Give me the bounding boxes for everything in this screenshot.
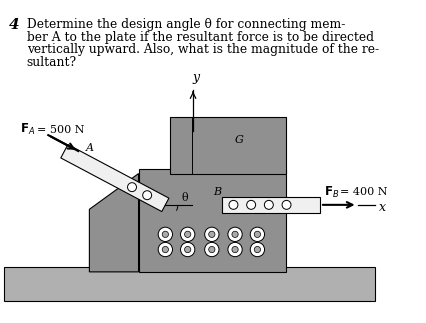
Circle shape xyxy=(208,246,214,253)
Circle shape xyxy=(231,246,238,253)
Text: 4: 4 xyxy=(9,18,20,32)
Text: sultant?: sultant? xyxy=(27,56,77,68)
Text: $\mathbf{F}_B$: $\mathbf{F}_B$ xyxy=(324,185,339,200)
Circle shape xyxy=(264,200,273,209)
Circle shape xyxy=(204,242,219,257)
Polygon shape xyxy=(221,197,319,213)
Text: = 400 N: = 400 N xyxy=(339,187,386,197)
Circle shape xyxy=(204,227,219,242)
Circle shape xyxy=(250,227,264,242)
Text: θ: θ xyxy=(181,193,188,203)
Bar xyxy=(138,169,285,272)
Text: A: A xyxy=(85,143,93,153)
Polygon shape xyxy=(89,173,138,272)
Bar xyxy=(170,117,285,173)
Text: Determine the design angle θ for connecting mem-: Determine the design angle θ for connect… xyxy=(27,18,344,31)
Text: y: y xyxy=(192,71,199,84)
Circle shape xyxy=(231,231,238,237)
Text: ber A to the plate if the resultant force is to be directed: ber A to the plate if the resultant forc… xyxy=(27,31,373,44)
Circle shape xyxy=(162,246,168,253)
Circle shape xyxy=(246,200,255,209)
Text: = 500 N: = 500 N xyxy=(37,125,84,135)
Circle shape xyxy=(180,227,194,242)
Circle shape xyxy=(180,242,194,257)
Polygon shape xyxy=(60,144,169,212)
Circle shape xyxy=(250,242,264,257)
Circle shape xyxy=(228,200,237,209)
Circle shape xyxy=(162,231,168,237)
Circle shape xyxy=(208,231,214,237)
Circle shape xyxy=(158,242,172,257)
Circle shape xyxy=(227,227,242,242)
Circle shape xyxy=(142,191,151,200)
Circle shape xyxy=(227,242,242,257)
Circle shape xyxy=(184,231,190,237)
Text: G: G xyxy=(235,135,243,145)
Bar xyxy=(4,267,374,301)
Circle shape xyxy=(253,231,260,237)
Text: B: B xyxy=(213,187,221,197)
Circle shape xyxy=(184,246,190,253)
Text: $\mathbf{F}_A$: $\mathbf{F}_A$ xyxy=(20,122,35,137)
Text: x: x xyxy=(378,201,385,214)
Circle shape xyxy=(158,227,172,242)
Text: vertically upward. Also, what is the magnitude of the re-: vertically upward. Also, what is the mag… xyxy=(27,43,378,56)
Circle shape xyxy=(253,246,260,253)
Circle shape xyxy=(282,200,291,209)
Circle shape xyxy=(127,183,136,192)
